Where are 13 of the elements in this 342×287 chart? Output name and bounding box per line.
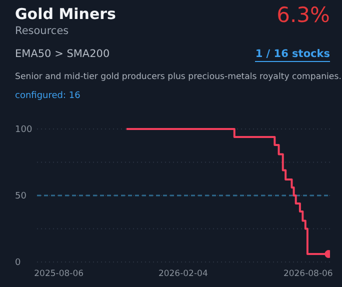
chart-title: Gold Miners	[15, 5, 116, 23]
text: 6.3%	[276, 3, 330, 27]
x-tick-label: 2026-02-04	[158, 269, 208, 280]
x-tick-label: 2026-08-06	[283, 269, 333, 280]
text: EMA50 > SMA200	[15, 48, 110, 60]
y-tick-label: 100	[15, 125, 32, 135]
chart-subtitle: Resources	[15, 25, 69, 37]
text: Senior and mid-tier gold producers plus precious-metals royalty companies.	[15, 72, 342, 82]
x-tick-label: 2025-08-06	[34, 269, 84, 280]
y-tick-label: 50	[15, 192, 27, 202]
text: 1 / 16 stocks	[255, 48, 330, 60]
text: configured: 16	[15, 91, 80, 101]
y-tick-label: 0	[15, 258, 21, 268]
